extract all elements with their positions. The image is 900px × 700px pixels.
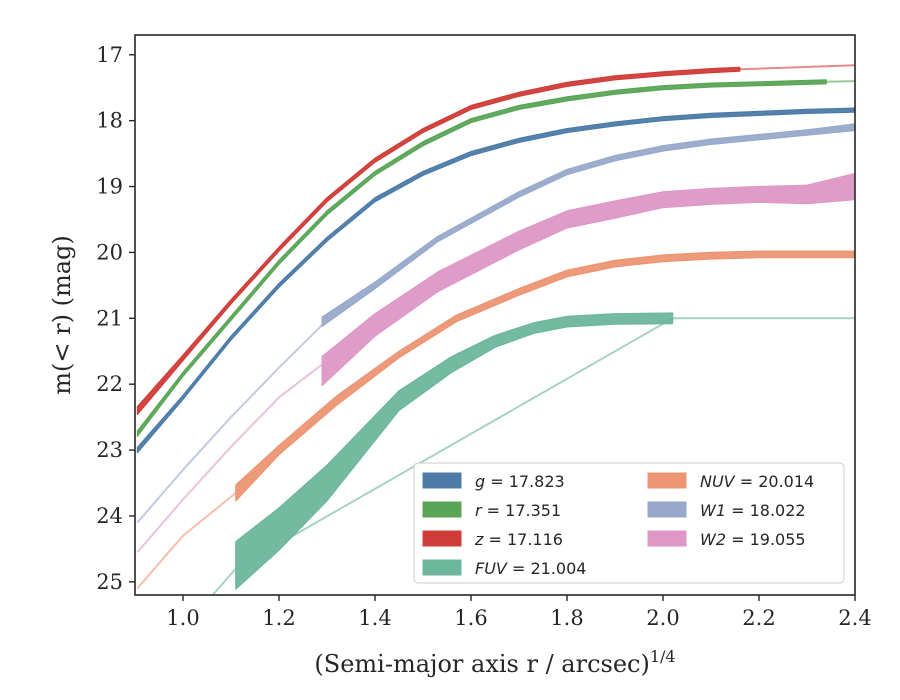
legend-label-z: z = 17.116 — [474, 530, 563, 549]
x-tick-label: 2.4 — [838, 606, 871, 630]
series-r-extrapolation — [826, 80, 855, 83]
y-axis: 17 18 19 20 21 22 23 24 25 — [96, 43, 135, 594]
x-tick-label: 1.4 — [358, 606, 391, 630]
x-tick-label: 1.8 — [550, 606, 583, 630]
legend-swatch-w2 — [647, 530, 687, 547]
legend-item-w2: W2 = 19.055 — [647, 530, 806, 549]
y-tick-label: 24 — [96, 504, 123, 528]
series-w1-extrapolation — [136, 324, 323, 524]
x-tick-label: 2.2 — [742, 606, 775, 630]
legend-band-value: 18.022 — [750, 501, 806, 520]
legend-band-name: z — [474, 530, 484, 549]
y-tick-label: 25 — [96, 570, 123, 594]
legend-label-nuv: NUV = 20.014 — [700, 472, 814, 491]
legend-equals: = — [482, 501, 506, 520]
legend-label-w1: W1 = 18.022 — [700, 501, 806, 520]
series-w1-band — [321, 123, 855, 327]
series-fuv — [211, 312, 855, 595]
series-w1 — [136, 123, 855, 524]
x-axis-title: (Semi-major axis r / arcsec)1/4 — [314, 647, 675, 678]
legend-label-w2: W2 = 19.055 — [700, 530, 806, 549]
legend-item-z: z = 17.116 — [422, 530, 563, 549]
legend-band-value: 20.014 — [758, 472, 814, 491]
legend-label-r: r = 17.351 — [475, 501, 561, 520]
legend-item-g: g = 17.823 — [422, 472, 565, 491]
legend-band-name: W2 — [700, 530, 726, 549]
y-tick-label: 21 — [96, 306, 123, 330]
legend-swatch-w1 — [647, 501, 687, 518]
legend-equals: = — [726, 501, 750, 520]
y-tick-label: 23 — [96, 438, 123, 462]
x-tick-label: 1.0 — [166, 606, 199, 630]
legend-equals: = — [485, 472, 509, 491]
series-group — [136, 64, 855, 595]
legend-equals: = — [726, 530, 750, 549]
legend-item-nuv: NUV = 20.014 — [647, 472, 814, 491]
legend-band-value: 17.351 — [505, 501, 561, 520]
y-axis-title: m(< r) (mag) — [48, 235, 76, 394]
y-tick-label: 17 — [96, 43, 123, 67]
series-z — [136, 64, 855, 416]
series-nuv-band — [235, 250, 855, 502]
x-tick-label: 2.0 — [646, 606, 679, 630]
series-nuv — [136, 250, 855, 590]
x-axis-title-main: (Semi-major axis r / arcsec) — [314, 650, 649, 678]
plot-frame — [134, 34, 856, 596]
y-tick-label: 18 — [96, 109, 123, 133]
plot-area — [134, 34, 856, 596]
legend-equals: = — [507, 559, 531, 578]
legend-swatch-z — [422, 530, 462, 547]
legend-band-name: NUV — [700, 472, 736, 491]
x-axis-title-exponent: 1/4 — [650, 647, 676, 666]
legend-swatch-r — [422, 501, 462, 518]
legend-equals: = — [735, 472, 759, 491]
legend-item-fuv: FUV = 21.004 — [422, 559, 586, 578]
y-tick-label: 20 — [96, 240, 123, 264]
series-fuv-band — [235, 312, 674, 590]
legend-swatch-fuv — [422, 559, 462, 576]
legend-band-name: W1 — [700, 501, 726, 520]
series-z-band — [136, 66, 741, 416]
series-g-band — [136, 107, 855, 454]
x-tick-label: 1.6 — [454, 606, 487, 630]
x-axis: 1.0 1.2 1.4 1.6 1.8 2.0 2.2 2.4 — [166, 595, 872, 630]
series-fuv-extrapolation — [211, 317, 855, 595]
series-nuv-extrapolation — [136, 492, 237, 590]
legend-band-value: 19.055 — [750, 530, 806, 549]
legend-equals: = — [483, 530, 507, 549]
series-w2-extrapolation — [136, 363, 323, 553]
legend-band-value: 17.116 — [507, 530, 563, 549]
legend-band-value: 21.004 — [530, 559, 586, 578]
series-r — [136, 79, 855, 437]
series-w2-band — [321, 172, 855, 387]
legend-item-r: r = 17.351 — [422, 501, 561, 520]
legend-label-g: g = 17.823 — [475, 472, 565, 491]
series-r-band — [136, 79, 827, 437]
series-z-extrapolation — [739, 64, 855, 71]
y-tick-label: 22 — [96, 372, 123, 396]
legend-box — [413, 462, 845, 584]
legend-swatch-g — [422, 472, 462, 489]
legend-band-name: g — [475, 472, 485, 491]
series-w2 — [136, 172, 855, 553]
legend-band-value: 17.823 — [509, 472, 565, 491]
series-g — [136, 107, 855, 454]
legend-band-name: FUV — [475, 559, 508, 578]
legend-band-name: r — [475, 501, 483, 520]
legend: g = 17.823 r = 17.351 z = 17.116 FUV = 21.0… — [413, 462, 845, 584]
x-tick-label: 1.2 — [262, 606, 295, 630]
legend-swatch-nuv — [647, 472, 687, 489]
y-tick-label: 19 — [96, 175, 123, 199]
legend-label-fuv: FUV = 21.004 — [475, 559, 586, 578]
legend-item-w1: W1 = 18.022 — [647, 501, 806, 520]
